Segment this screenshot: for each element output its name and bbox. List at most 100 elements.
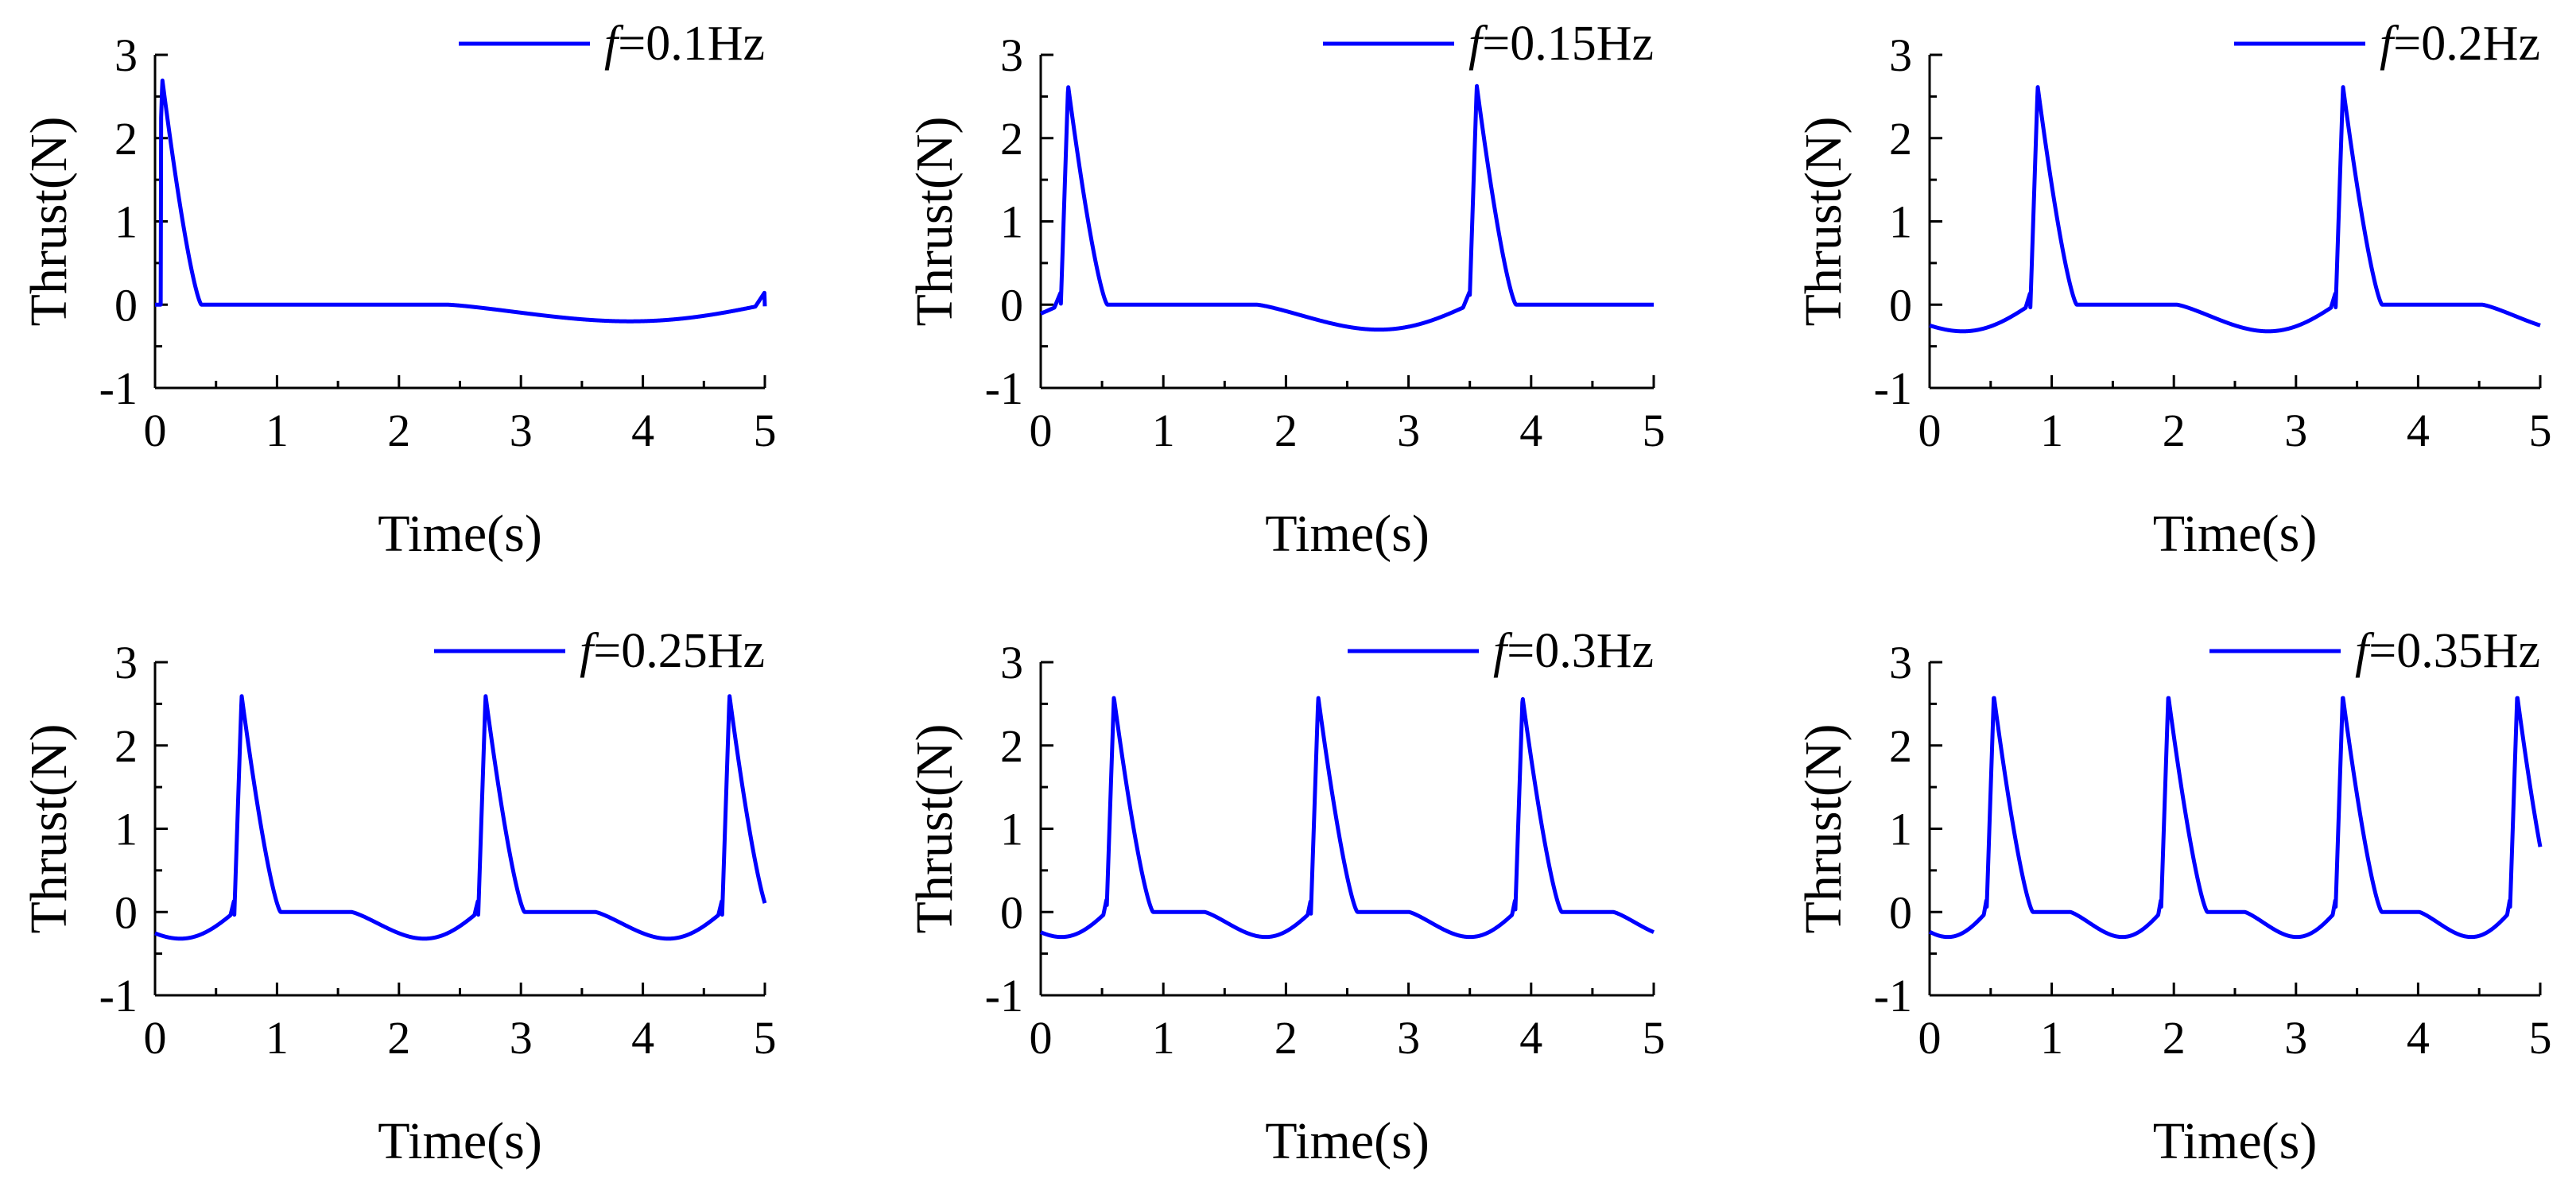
legend-label: f=0.3Hz [1493,624,1654,678]
x-tick-label: 1 [2040,1012,2063,1064]
y-tick-label: 2 [114,113,138,165]
y-tick-label: 3 [114,637,138,688]
x-tick-label: 0 [1030,405,1053,456]
y-tick-label: 1 [1000,196,1023,248]
x-tick-label: 4 [1519,1012,1542,1064]
x-tick-label: 1 [266,405,289,456]
x-tick-label: 3 [1397,405,1420,456]
x-tick-label: 3 [510,405,533,456]
y-tick-label: 2 [1889,113,1912,165]
x-tick-label: 4 [2407,405,2430,456]
y-tick-label: 2 [1889,720,1912,772]
x-tick-label: 1 [1152,405,1175,456]
y-tick-label: -1 [985,363,1023,414]
x-tick-label: 4 [631,1012,654,1064]
x-tick-label: 3 [2284,1012,2307,1064]
legend-label: f=0.1Hz [604,17,765,71]
legend-label: f=0.25Hz [580,624,765,678]
legend-frequency-value: =0.15Hz [1482,17,1654,71]
x-tick-label: 0 [144,405,167,456]
x-tick-label: 0 [1918,405,1942,456]
y-tick-label: 2 [114,720,138,772]
y-tick-label: -1 [985,970,1023,1022]
legend-label: f=0.2Hz [2380,17,2540,71]
legend-frequency-value: =0.3Hz [1507,624,1654,678]
y-tick-label: 1 [1889,804,1912,855]
legend-label: f=0.15Hz [1468,17,1654,71]
x-tick-label: 5 [2529,1012,2552,1064]
y-tick-label: 2 [1000,720,1023,772]
series-line [1928,696,2543,940]
x-tick-label: 2 [1274,405,1298,456]
y-tick-label: 0 [114,886,138,938]
legend-frequency-value: =0.2Hz [2393,17,2540,71]
y-tick-label: 0 [1000,886,1023,938]
x-axis-title: Time(s) [1265,505,1430,563]
x-axis-title: Time(s) [378,1112,542,1170]
y-tick-label: -1 [1874,363,1912,414]
y-tick-label: 1 [114,804,138,855]
x-tick-label: 5 [1643,405,1666,456]
y-axis-title: Thrust(N) [906,724,964,934]
y-tick-label: 0 [1000,279,1023,331]
y-tick-label: -1 [1874,970,1912,1022]
series-line [1039,696,1655,940]
y-tick-label: 1 [1889,196,1912,248]
y-tick-label: 1 [1000,804,1023,855]
y-tick-label: 3 [1889,29,1912,81]
series-line [153,694,767,941]
x-tick-label: 5 [2529,405,2552,456]
x-tick-label: 2 [2163,1012,2186,1064]
x-axis-title: Time(s) [2153,1112,2318,1170]
series-line [1928,85,2542,334]
x-tick-label: 1 [1152,1012,1175,1064]
y-axis-title: Thrust(N) [1794,117,1852,327]
legend-frequency-value: =0.25Hz [593,624,765,678]
series-line [1039,83,1655,332]
x-axis-title: Time(s) [378,505,542,563]
x-tick-label: 4 [2407,1012,2430,1064]
x-tick-label: 2 [387,1012,410,1064]
x-axis-title: Time(s) [2153,505,2318,563]
y-tick-label: 3 [114,29,138,81]
x-tick-label: 1 [2040,405,2063,456]
x-tick-label: 4 [1519,405,1542,456]
y-axis-title: Thrust(N) [20,117,78,327]
x-tick-label: 5 [1643,1012,1666,1064]
y-axis-title: Thrust(N) [1794,724,1852,934]
y-tick-label: 1 [114,196,138,248]
x-tick-label: 4 [631,405,654,456]
x-tick-label: 2 [387,405,410,456]
x-tick-label: 1 [266,1012,289,1064]
y-tick-label: -1 [99,363,138,414]
x-tick-label: 2 [2163,405,2186,456]
legend-label: f=0.35Hz [2355,624,2540,678]
y-tick-label: 2 [1000,113,1023,165]
x-tick-label: 3 [1397,1012,1420,1064]
x-axis-title: Time(s) [1265,1112,1430,1170]
x-tick-label: 5 [754,1012,777,1064]
x-tick-label: 0 [1030,1012,1053,1064]
y-tick-label: 3 [1000,637,1023,688]
y-tick-label: 3 [1889,637,1912,688]
y-axis-title: Thrust(N) [20,724,78,934]
x-tick-label: 5 [754,405,777,456]
series-line [153,78,767,324]
y-tick-label: 0 [1889,886,1912,938]
legend-frequency-value: =0.1Hz [618,17,765,71]
y-tick-label: 0 [114,279,138,331]
y-tick-label: 3 [1000,29,1023,81]
y-axis-title: Thrust(N) [906,117,964,327]
legend-frequency-value: =0.35Hz [2368,624,2540,678]
x-tick-label: 2 [1274,1012,1298,1064]
x-tick-label: 3 [510,1012,533,1064]
y-tick-label: 0 [1889,279,1912,331]
x-tick-label: 3 [2284,405,2307,456]
x-tick-label: 0 [1918,1012,1942,1064]
